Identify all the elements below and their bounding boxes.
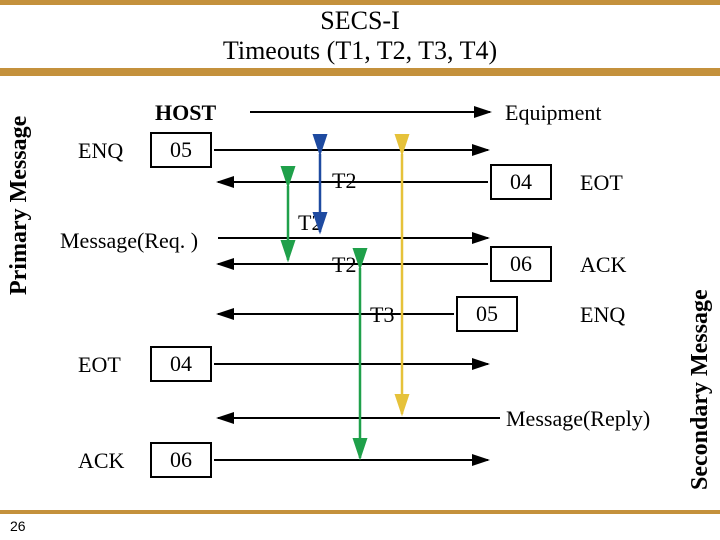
page: SECS-I Timeouts (T1, T2, T3, T4) Primary… — [0, 0, 720, 540]
arrow-layer — [0, 0, 720, 540]
page-number: 26 — [10, 518, 26, 534]
